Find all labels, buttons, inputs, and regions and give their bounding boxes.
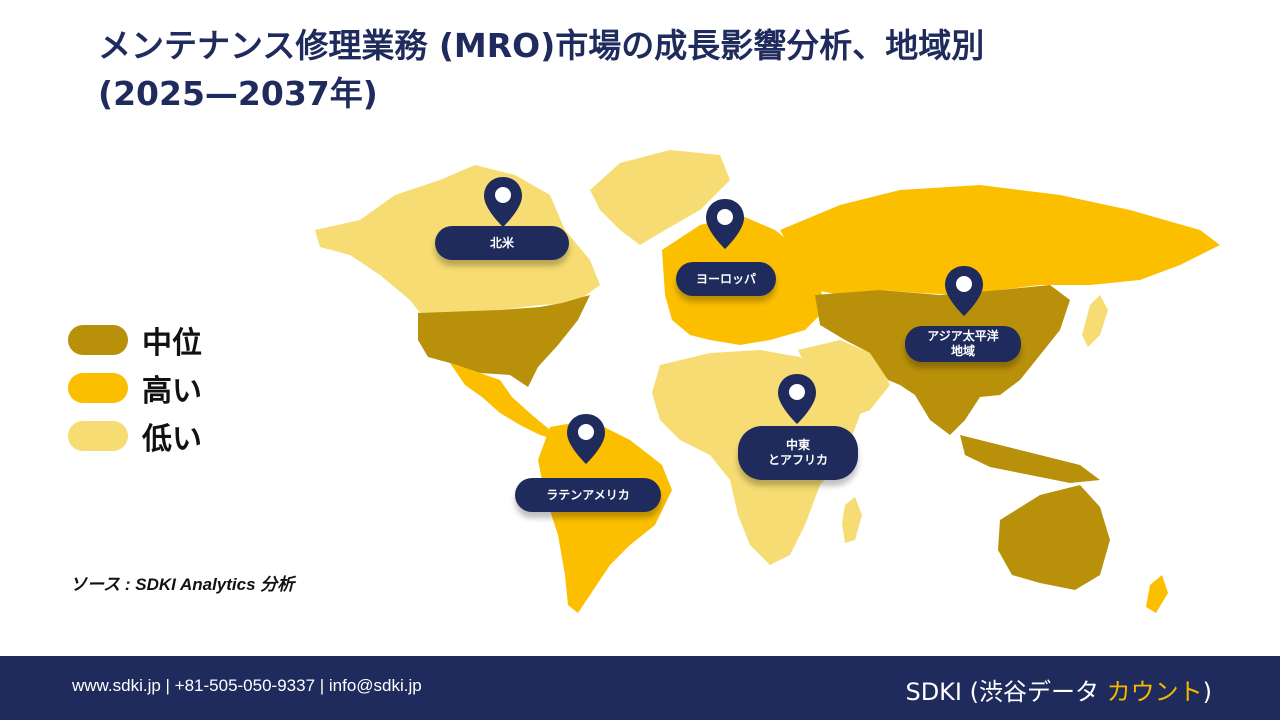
footer-contact: www.sdki.jp | +81-505-050-9337 | info@sd… <box>72 676 422 695</box>
russia-region <box>780 185 1220 295</box>
region-label-text: 地域 <box>950 344 975 358</box>
mexico-region <box>450 363 558 440</box>
page-title: メンテナンス修理業務 (MRO)市場の成長影響分析、地域別 (2025—2037… <box>98 22 1198 118</box>
new-zealand-region <box>1146 575 1168 613</box>
footer-brand: SDKI (渋谷データ カウント) <box>905 672 1212 707</box>
europe-pin-icon <box>706 199 744 249</box>
latin-america-pin-icon <box>567 414 605 464</box>
north-america-pin-icon <box>484 177 522 227</box>
brand-accent: カウント <box>1106 678 1203 706</box>
legend-item-medium: 中位 <box>68 316 202 364</box>
region-label-europe: ヨーロッパ <box>676 262 776 296</box>
region-label-asia-pacific: アジア太平洋 地域 <box>905 326 1021 362</box>
usa-region <box>418 295 590 387</box>
south-america-region <box>538 420 672 613</box>
title-line-1: メンテナンス修理業務 (MRO)市場の成長影響分析、地域別 <box>98 26 985 65</box>
world-map <box>315 150 1220 613</box>
region-label-text: アジア太平洋 <box>927 329 999 343</box>
region-label-latin-america: ラテンアメリカ <box>515 478 661 512</box>
region-label-text: ヨーロッパ <box>695 271 756 286</box>
region-label-text: 北米 <box>489 235 514 250</box>
australia-region <box>998 485 1110 590</box>
legend-item-low: 低い <box>68 412 202 460</box>
greenland-region <box>590 150 730 245</box>
brand-prefix: SDKI (渋谷データ <box>905 678 1107 706</box>
asia-pacific-pin-icon <box>945 266 983 316</box>
region-label-text: 中東 <box>785 438 810 452</box>
legend-label: 中位 <box>142 326 202 361</box>
brand-suffix: ) <box>1202 678 1212 706</box>
legend-swatch-low <box>68 421 128 451</box>
legend: 中位 高い 低い <box>68 316 202 460</box>
legend-label: 高い <box>142 374 202 409</box>
southeast-asia-region <box>960 435 1100 483</box>
footer-bar: www.sdki.jp | +81-505-050-9337 | info@sd… <box>0 656 1280 720</box>
legend-label: 低い <box>142 422 202 457</box>
region-label-text: とアフリカ <box>767 453 828 467</box>
japan-region <box>1082 295 1108 347</box>
mea-pin-icon <box>778 374 816 424</box>
legend-item-high: 高い <box>68 364 202 412</box>
title-line-2: (2025—2037年) <box>98 74 378 113</box>
source-note: ソース : SDKI Analytics 分析 <box>70 575 295 594</box>
region-label-text: ラテンアメリカ <box>546 487 630 502</box>
middle-east-region <box>798 340 890 420</box>
madagascar-region <box>842 497 862 543</box>
legend-swatch-medium <box>68 325 128 355</box>
region-label-mea: 中東 とアフリカ <box>738 426 858 480</box>
legend-swatch-high <box>68 373 128 403</box>
region-label-north-america: 北米 <box>435 226 569 260</box>
